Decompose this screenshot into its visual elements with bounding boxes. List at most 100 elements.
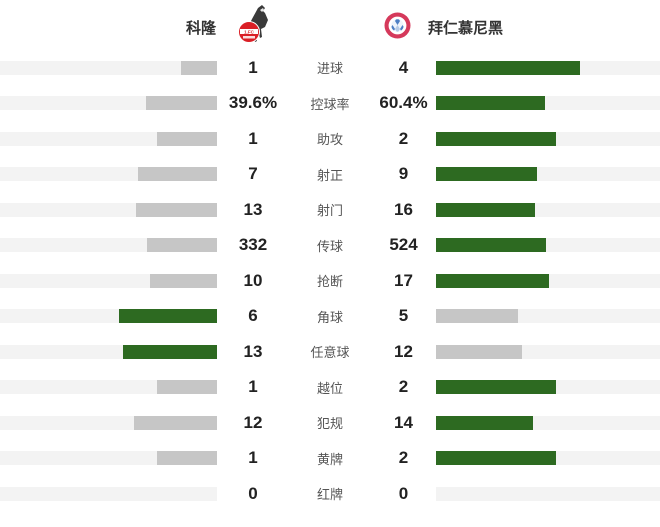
away-value: 14 xyxy=(394,412,413,432)
home-bar-track xyxy=(0,380,217,395)
home-value: 10 xyxy=(243,270,263,290)
stat-row: 12 犯规 14 xyxy=(0,405,660,441)
away-bar-track xyxy=(436,131,660,146)
home-team-name: 科隆 xyxy=(186,20,217,37)
stat-row: 6 角球 5 xyxy=(0,299,660,335)
fc-koln-crest-icon: 1.FC xyxy=(238,5,272,50)
stats-rows: 1 进球 4 39.6% 控球率 60.4% 1 助攻 2 7 射正 9 13 射门 16 332 传球 524 1… xyxy=(0,50,660,512)
away-bar-track xyxy=(436,451,660,466)
home-value: 332 xyxy=(238,235,268,255)
away-bar-track xyxy=(436,309,660,324)
home-value: 6 xyxy=(248,306,258,326)
home-bar xyxy=(157,131,217,146)
away-value: 524 xyxy=(389,235,418,255)
away-bar-track xyxy=(436,96,660,111)
away-bar xyxy=(436,380,556,395)
away-value: 60.4% xyxy=(379,93,428,113)
home-value: 1 xyxy=(248,448,258,468)
away-value: 5 xyxy=(398,306,409,326)
home-value: 1 xyxy=(248,128,258,148)
away-bar-track xyxy=(436,415,660,430)
away-value: 16 xyxy=(394,199,413,219)
home-bar-track xyxy=(0,309,217,324)
away-bar xyxy=(436,131,556,146)
stat-row: 13 任意球 12 xyxy=(0,334,660,370)
home-bar xyxy=(123,344,217,359)
bayern-munich-crest-icon xyxy=(384,12,411,44)
away-bar xyxy=(436,273,549,288)
away-value: 9 xyxy=(398,164,409,184)
home-bar-track xyxy=(0,451,217,466)
stat-label: 射正 xyxy=(316,167,343,183)
away-bar-track xyxy=(436,273,660,288)
away-bar xyxy=(436,344,522,359)
home-bar xyxy=(147,238,217,253)
home-value: 1 xyxy=(248,57,258,77)
away-bar-track xyxy=(436,167,660,182)
away-bar xyxy=(436,202,535,217)
away-bar-track xyxy=(436,344,660,359)
stat-label: 红牌 xyxy=(316,487,343,503)
home-bar-track xyxy=(0,60,217,75)
home-bar xyxy=(119,309,217,324)
away-bar xyxy=(436,451,556,466)
stat-row: 0 红牌 0 xyxy=(0,476,660,512)
stat-label: 越位 xyxy=(316,380,343,396)
home-bar xyxy=(138,167,217,182)
away-value: 17 xyxy=(394,270,413,290)
stat-label: 角球 xyxy=(316,309,343,325)
home-bar xyxy=(181,60,217,75)
stat-label: 传球 xyxy=(316,238,343,254)
away-value: 2 xyxy=(398,128,409,148)
header: 科隆 1.FC xyxy=(0,0,660,50)
away-bar xyxy=(436,309,518,324)
away-bar-track xyxy=(436,60,660,75)
home-value: 39.6% xyxy=(228,93,278,113)
away-value: 4 xyxy=(398,57,409,77)
stat-label: 犯规 xyxy=(316,416,343,432)
away-bar-track xyxy=(436,202,660,217)
stat-row: 1 助攻 2 xyxy=(0,121,660,157)
home-value: 7 xyxy=(248,164,258,184)
stat-row: 39.6% 控球率 60.4% xyxy=(0,86,660,122)
stat-row: 7 射正 9 xyxy=(0,157,660,193)
home-bar xyxy=(136,202,217,217)
stat-label: 黄牌 xyxy=(316,451,343,467)
home-bar-track xyxy=(0,96,217,111)
home-value: 13 xyxy=(243,341,263,361)
away-value: 2 xyxy=(398,448,409,468)
away-bar xyxy=(436,167,537,182)
home-bar-track xyxy=(0,486,217,501)
home-value: 12 xyxy=(243,412,263,432)
home-bar-track xyxy=(0,131,217,146)
home-bar-track xyxy=(0,202,217,217)
stat-row: 1 进球 4 xyxy=(0,50,660,86)
stat-label: 控球率 xyxy=(310,96,350,112)
home-bar-track xyxy=(0,238,217,253)
home-bar-track xyxy=(0,167,217,182)
stat-label: 助攻 xyxy=(316,132,343,148)
stat-row: 13 射门 16 xyxy=(0,192,660,228)
stat-row: 332 传球 524 xyxy=(0,228,660,264)
stat-label: 进球 xyxy=(316,61,343,77)
away-value: 12 xyxy=(394,341,413,361)
stat-label: 任意球 xyxy=(310,345,350,361)
home-bar-track xyxy=(0,273,217,288)
home-value: 0 xyxy=(248,483,258,503)
home-bar xyxy=(157,380,217,395)
home-value: 13 xyxy=(243,199,263,219)
home-value: 1 xyxy=(248,377,258,397)
home-bar xyxy=(134,415,217,430)
stat-label: 抢断 xyxy=(316,274,343,290)
away-bar-track xyxy=(436,380,660,395)
home-bar xyxy=(157,451,217,466)
stat-row: 10 抢断 17 xyxy=(0,263,660,299)
away-bar-track xyxy=(436,238,660,253)
away-team-name: 拜仁慕尼黑 xyxy=(428,20,504,37)
away-bar-track xyxy=(436,486,660,501)
away-bar xyxy=(436,238,546,253)
stat-label: 射门 xyxy=(316,203,343,219)
away-value: 0 xyxy=(398,483,409,503)
svg-text:1.FC: 1.FC xyxy=(244,30,255,35)
